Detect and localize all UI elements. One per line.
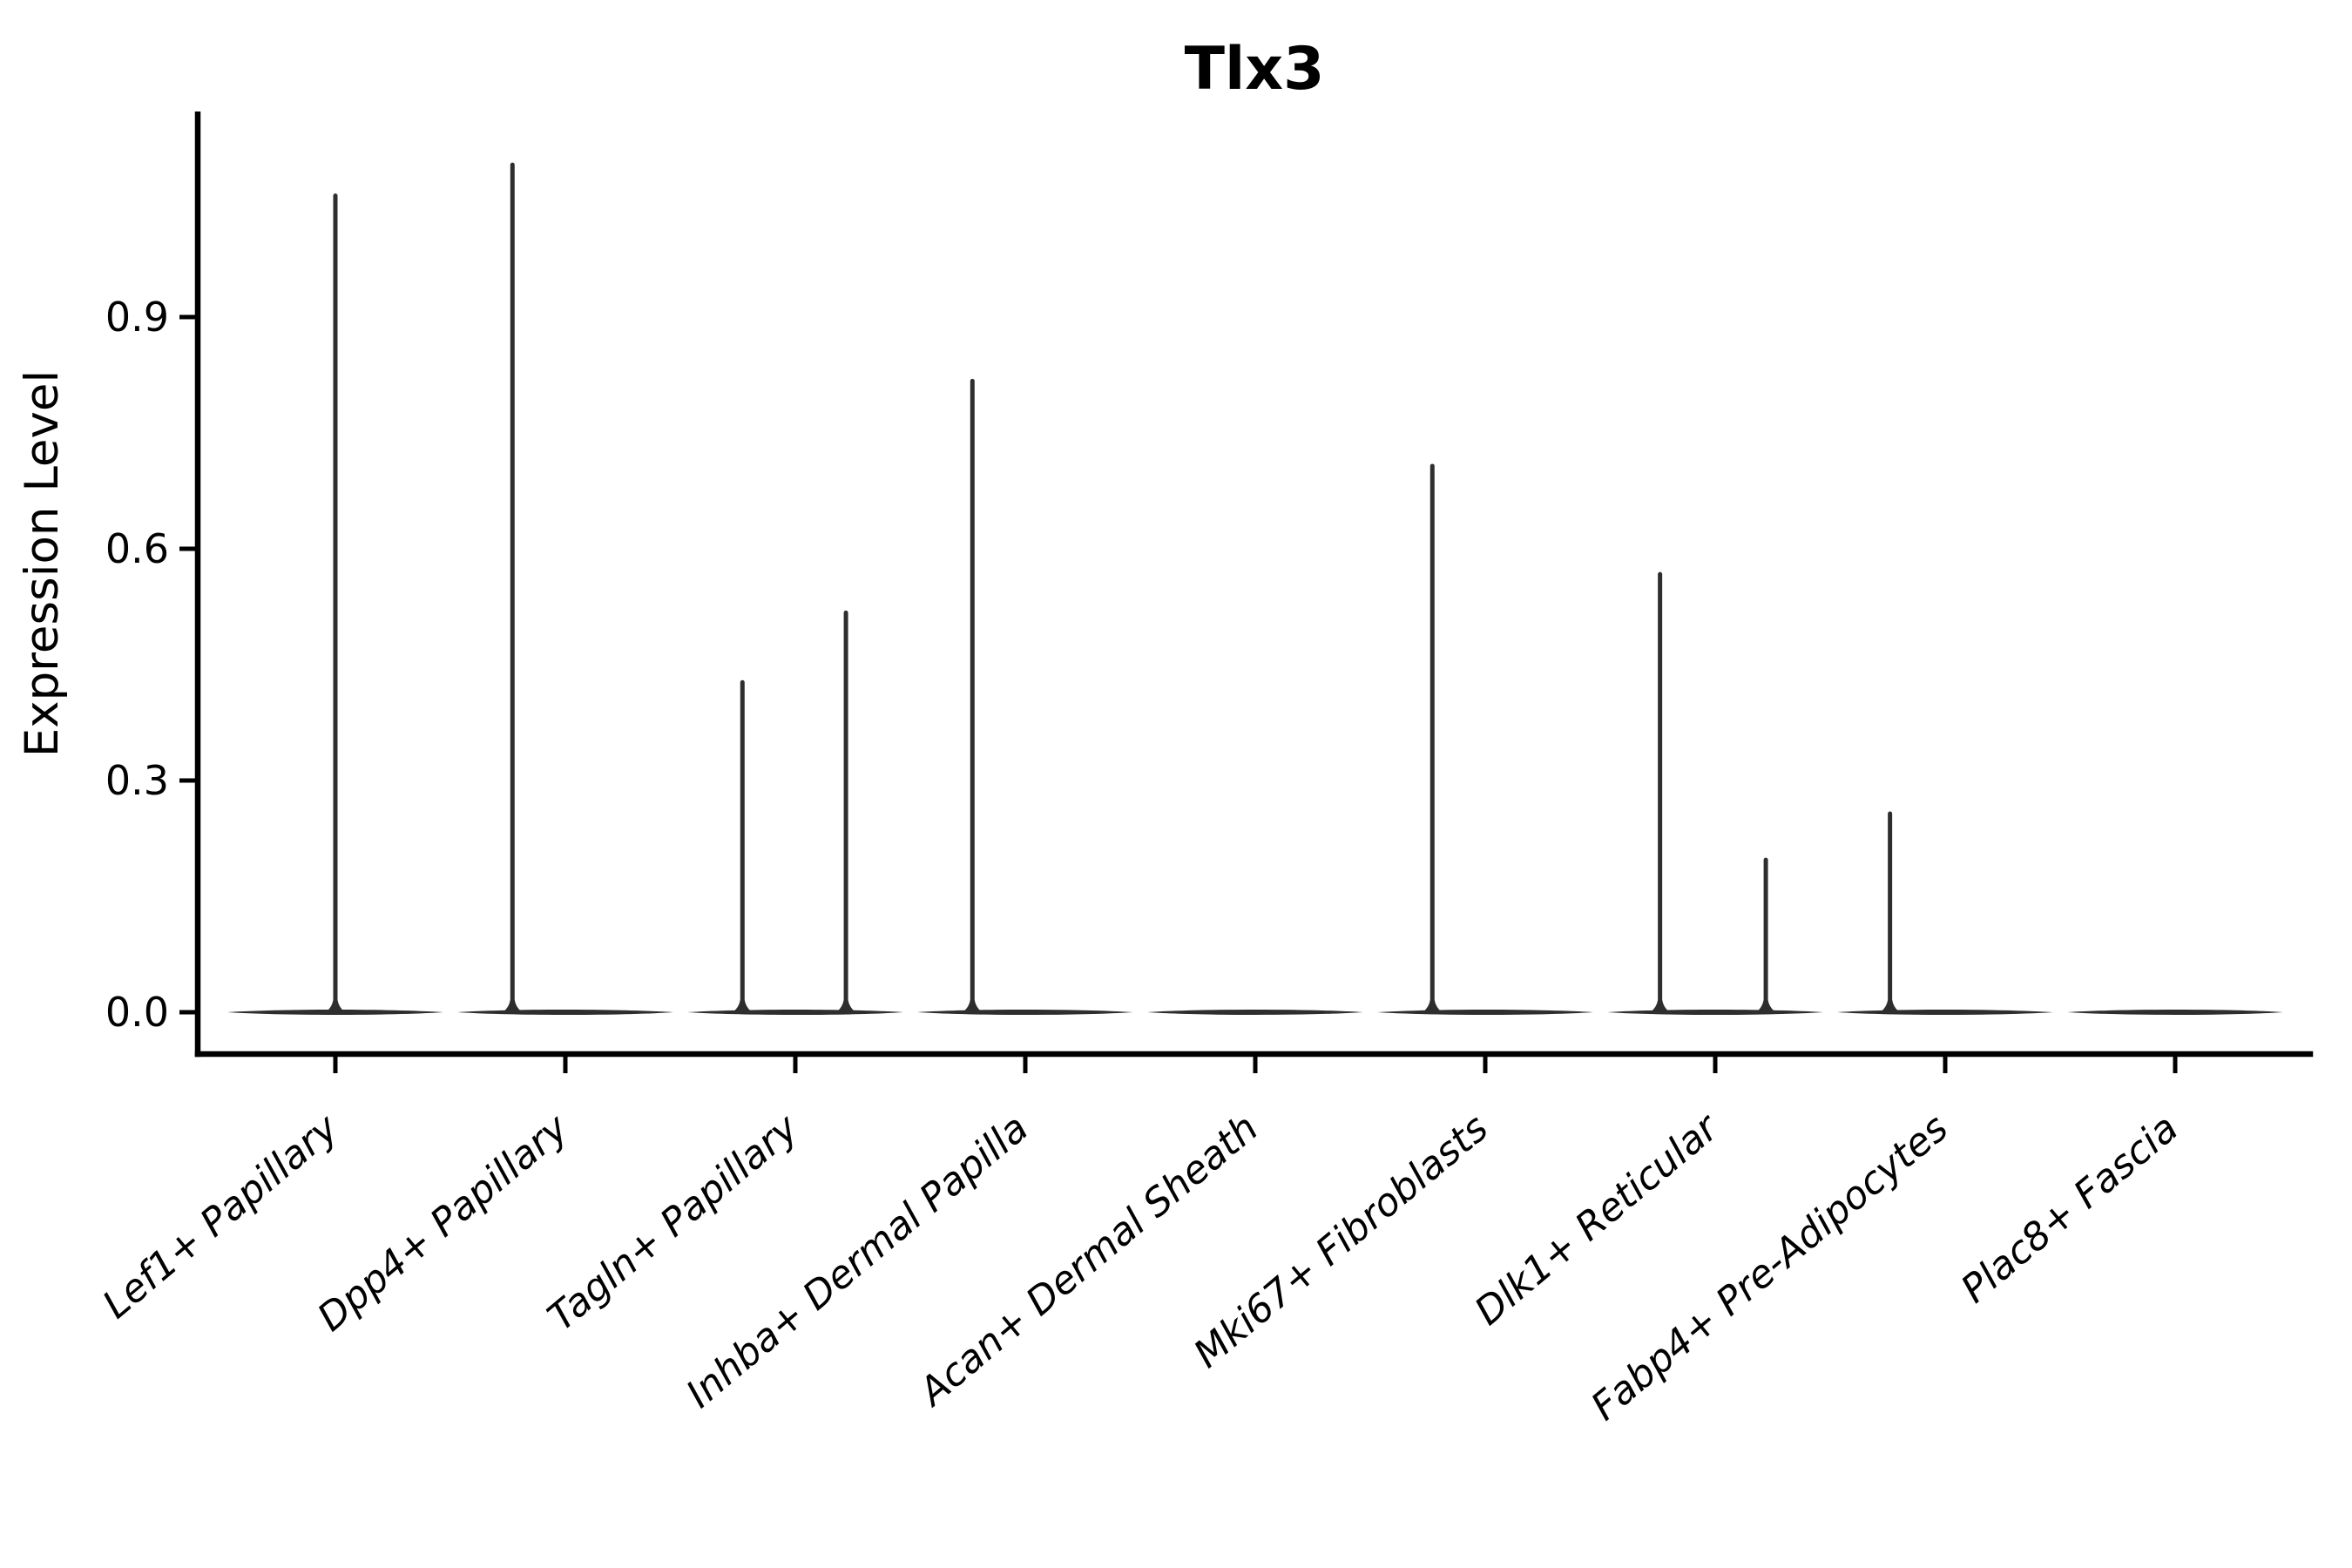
violin-body (687, 1010, 903, 1015)
x-tick (793, 1054, 798, 1073)
violin-spike-base (1881, 1000, 1899, 1011)
violin-spike (970, 378, 975, 1012)
violin-spike-base (504, 1000, 522, 1011)
violin-spike (510, 162, 515, 1012)
x-tick (1023, 1054, 1028, 1073)
x-tick-label: Tagln+ Papillary (540, 1105, 808, 1340)
violin-spike (1763, 857, 1768, 1012)
chart-title: Tlx3 (1185, 35, 1325, 104)
violin-body (1147, 1010, 1363, 1015)
y-tick-label: 0.3 (105, 757, 169, 804)
violins-group (227, 162, 2283, 1015)
violin-spike-base (837, 1000, 855, 1011)
x-tick (2173, 1054, 2178, 1073)
x-tick (1253, 1054, 1258, 1073)
violin-spike (740, 679, 745, 1012)
y-tick-label: 0.9 (105, 294, 169, 341)
x-tick (1713, 1054, 1718, 1073)
x-tick (1943, 1054, 1948, 1073)
x-tick (333, 1054, 338, 1073)
violin-spike (333, 193, 338, 1012)
y-tick (179, 314, 198, 320)
violin (917, 378, 1133, 1015)
y-axis-spine (194, 112, 201, 1058)
x-tick-label: Dlk1+ Reticular (1467, 1104, 1729, 1334)
violin-body (2067, 1010, 2283, 1015)
violin-spike-base (963, 1000, 982, 1011)
violin-spike-base (327, 1000, 344, 1011)
y-axis-label: Expression Level (16, 370, 69, 757)
x-tick (1483, 1054, 1488, 1073)
x-tick-label: Lef1+ Papillary (95, 1105, 348, 1328)
violin (2067, 1010, 2283, 1015)
violin-spike (1888, 811, 1893, 1012)
violin-body (1377, 1010, 1593, 1015)
violin-spike (1429, 463, 1435, 1012)
violin-spike (843, 610, 848, 1012)
violin (1837, 811, 2053, 1015)
violin-body (1837, 1010, 2053, 1015)
x-tick-label: Dpp4+ Papillary (309, 1105, 578, 1341)
y-tick (179, 1010, 198, 1015)
violin-spike (1658, 571, 1663, 1012)
violin-spike-base (1423, 1000, 1442, 1011)
violin (1377, 463, 1593, 1015)
violin (1607, 571, 1823, 1015)
violin (687, 610, 903, 1015)
violin-body (457, 1010, 673, 1015)
violin (227, 193, 443, 1015)
violin (457, 162, 673, 1015)
violin-spike-base (1757, 1000, 1775, 1011)
y-tick (179, 546, 198, 551)
y-tick (179, 778, 198, 783)
x-tick-label: Plac8+ Fascia (1953, 1105, 2186, 1312)
violin-spike-base (1651, 1000, 1669, 1011)
violin-body (1607, 1010, 1823, 1015)
x-tick (563, 1054, 568, 1073)
y-tick-label: 0.0 (105, 989, 169, 1036)
y-tick-label: 0.6 (105, 525, 169, 572)
violin-spike-base (733, 1000, 752, 1011)
violin (1147, 1010, 1363, 1015)
violin-body (917, 1010, 1133, 1015)
